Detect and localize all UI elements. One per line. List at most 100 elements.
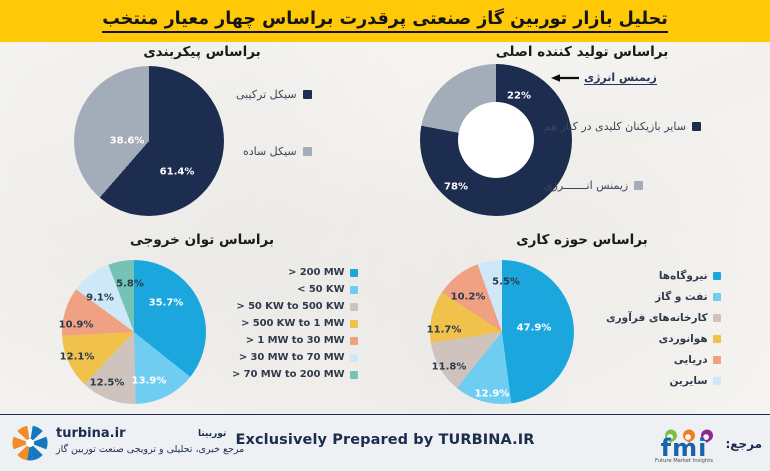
legend-label: نفت و گاز — [655, 291, 708, 303]
footer-brand-fa: توربینا — [198, 429, 227, 439]
legend-application-area: نیروگاه‌ها نفت و گاز کارخانه‌های فرآوری هوا… — [606, 270, 721, 387]
legend-item[interactable]: > 30 MW to 70 MW — [232, 352, 358, 363]
legend-label: نیروگاه‌ها — [658, 270, 708, 282]
legend-swatch-icon — [712, 293, 721, 301]
legend-label: > 70 MW to 200 MW — [232, 369, 345, 380]
legend-swatch-icon — [349, 285, 358, 294]
legend-label: > 1 MW to 30 MW — [245, 335, 345, 346]
legend-label: > 50 KW to 500 KW — [236, 301, 345, 312]
legend-swatch-icon — [712, 314, 721, 322]
chart-panel-manufacturer: براساس تولید کننده اصلی 78% 22% زیمنس ان… — [394, 44, 770, 224]
slice-label-aviation: 11.7% — [426, 324, 462, 336]
legend-label: هوانوردی — [658, 333, 708, 345]
fmi-logo-icon: ● ● ● fmi Future Market Insights — [655, 429, 713, 463]
slice-label-over-200mw: 35.7% — [148, 297, 184, 309]
legend-item[interactable]: نفت و گاز — [606, 291, 721, 303]
chart-title-power-output: براساس توان خروجی — [129, 232, 275, 248]
legend-swatch-icon — [349, 302, 358, 311]
legend-label: > 500 KW to 1 MW — [241, 318, 345, 329]
chart-panel-power-output: براساس توان خروجی 35.7% 13.9% 12.5% 12.1… — [14, 232, 390, 412]
legend-swatch-icon — [302, 147, 312, 156]
slice-label-70mw-200mw: 5.8% — [116, 278, 144, 290]
legend-item-combined-cycle[interactable]: سیکل ترکیبی — [236, 88, 312, 101]
svg-text:fmi: fmi — [661, 434, 708, 462]
header-bar: تحلیل بازار توربین گاز صنعتی پرقدرت براس… — [0, 0, 770, 42]
svg-text:●: ● — [667, 432, 674, 441]
footer-center-text: Exclusively Prepared by TURBINA.IR — [235, 432, 535, 448]
slice-label-marine: 10.2% — [450, 291, 486, 303]
legend-item[interactable]: هوانوردی — [606, 333, 721, 345]
legend-manufacturer: سایر بازیکنان کلیدی در کنار هم زیمنس انـ… — [544, 120, 770, 192]
legend-swatch-icon — [712, 335, 721, 343]
legend-label: > 200 MW — [288, 267, 345, 278]
legend-item[interactable]: > 200 MW — [232, 267, 358, 278]
chart-title-manufacturer: براساس تولید کننده اصلی — [495, 44, 669, 60]
legend-swatch-icon — [712, 272, 721, 280]
legend-label: > 30 MW to 70 MW — [238, 352, 345, 363]
slice-label-power-plants: 47.9% — [516, 322, 552, 334]
legend-label: سیکل ترکیبی — [236, 88, 297, 101]
legend-swatch-icon — [349, 336, 358, 345]
legend-swatch-icon — [349, 370, 358, 379]
slice-label-500kw-1mw: 12.1% — [59, 351, 95, 363]
legend-item-siemens-energy[interactable]: زیمنس انـــــــرژی — [544, 179, 770, 192]
chart-title-application-area: براساس حوزه کاری — [516, 232, 648, 248]
footer-brand: turbina.ir مرجع خبری، تحلیلی و ترویجی صن… — [56, 426, 245, 455]
legend-item[interactable]: > 50 KW to 500 KW — [232, 301, 358, 312]
legend-swatch-icon — [349, 319, 358, 328]
slice-label-30mw-70mw: 9.1% — [86, 292, 114, 304]
slice-label-under-50kw: 13.9% — [131, 375, 167, 387]
legend-item[interactable]: < 50 KW — [232, 284, 358, 295]
legend-label: < 50 KW — [297, 284, 345, 295]
legend-item-simple-cycle[interactable]: سیکل ساده — [236, 145, 312, 158]
slice-label-siemens-energy: 22% — [507, 90, 531, 102]
arrow-left-icon — [551, 74, 579, 82]
legend-label: دریایی — [673, 354, 708, 366]
slice-label-simple-cycle: 38.6% — [109, 135, 145, 147]
legend-swatch-icon — [712, 377, 721, 385]
legend-configuration: سیکل ترکیبی سیکل ساده — [236, 88, 312, 158]
slice-label-others: 5.5% — [492, 276, 520, 288]
footer-source-label: مرجع: — [725, 437, 762, 451]
legend-swatch-icon — [349, 353, 358, 362]
donut-hole — [458, 102, 534, 178]
legend-label: سایرین — [669, 375, 708, 387]
legend-swatch-icon — [302, 90, 312, 99]
fmi-tagline: Future Market Insights — [655, 458, 713, 463]
chart-panel-application-area: براساس حوزه کاری 47.9% 12.9% 11.8% 11.7%… — [394, 232, 770, 412]
legend-item[interactable]: سایرین — [606, 375, 721, 387]
pie-chart-power-output — [62, 260, 206, 404]
legend-item[interactable]: کارخانه‌های فرآوری — [606, 312, 721, 324]
legend-item[interactable]: > 500 KW to 1 MW — [232, 318, 358, 329]
slice-label-oil-gas: 12.9% — [474, 388, 510, 400]
chart-title-configuration: براساس پیکربندی — [143, 44, 261, 60]
legend-power-output: > 200 MW < 50 KW > 50 KW to 500 KW > 500 KW… — [232, 267, 358, 380]
legend-item[interactable]: نیروگاه‌ها — [606, 270, 721, 282]
pie-chart-application-area — [430, 260, 574, 404]
footer-bar: turbina.ir مرجع خبری، تحلیلی و ترویجی صن… — [0, 414, 770, 471]
legend-label: زیمنس انـــــــرژی — [544, 179, 629, 192]
footer-brand-name: turbina.ir — [56, 426, 126, 441]
slice-label-50kw-500kw: 12.5% — [89, 377, 125, 389]
page-title: تحلیل بازار توربین گاز صنعتی پرقدرت براس… — [102, 9, 668, 34]
legend-item[interactable]: دریایی — [606, 354, 721, 366]
slice-label-1mw-30mw: 10.9% — [58, 319, 94, 331]
legend-item[interactable]: > 1 MW to 30 MW — [232, 335, 358, 346]
legend-swatch-icon — [691, 122, 701, 131]
svg-text:●: ● — [685, 432, 692, 441]
legend-swatch-icon — [634, 181, 644, 190]
legend-item[interactable]: > 70 MW to 200 MW — [232, 369, 358, 380]
turbina-logo-icon — [12, 425, 48, 461]
legend-label: سایر بازیکنان کلیدی در کنار هم — [544, 120, 686, 133]
slice-label-other-players: 78% — [444, 181, 468, 193]
slice-label-combined-cycle: 61.4% — [159, 166, 195, 178]
footer-brand-tagline: مرجع خبری، تحلیلی و ترویجی صنعت توربین گ… — [56, 443, 245, 455]
svg-text:●: ● — [703, 432, 710, 441]
annotation-siemens-energy: زیمنس انرژی — [550, 71, 657, 85]
legend-label: سیکل ساده — [242, 145, 297, 158]
legend-item-other-players[interactable]: سایر بازیکنان کلیدی در کنار هم — [544, 120, 770, 133]
legend-label: کارخانه‌های فرآوری — [606, 312, 708, 324]
legend-swatch-icon — [712, 356, 721, 364]
annotation-label: زیمنس انرژی — [584, 71, 657, 85]
